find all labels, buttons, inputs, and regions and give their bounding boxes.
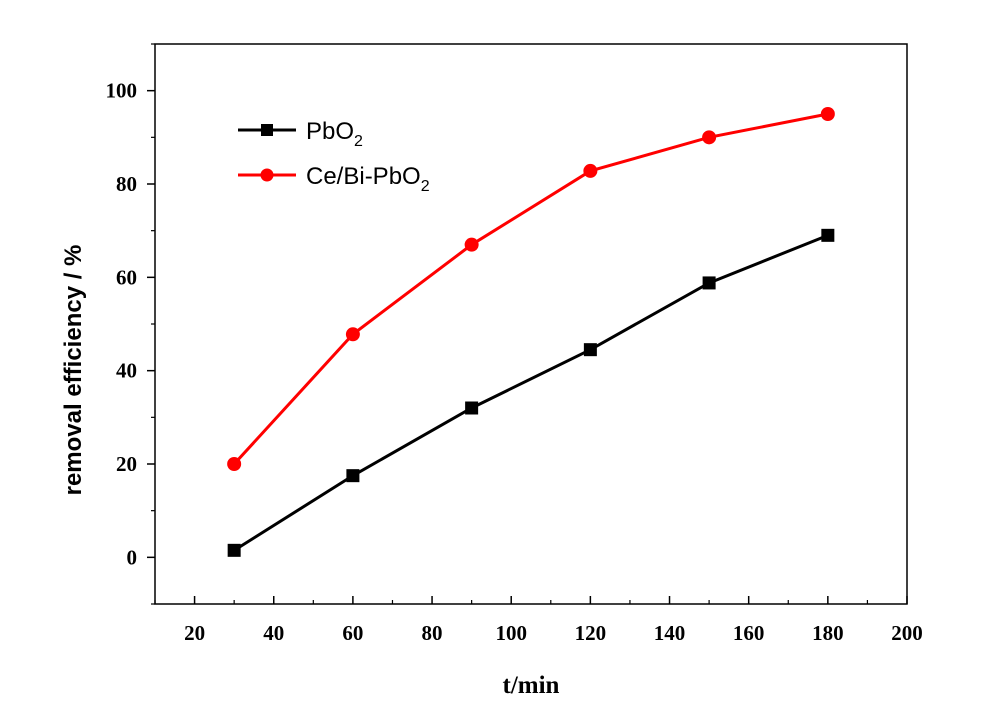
data-point-square [583, 343, 597, 357]
x-tick-label: 80 [422, 621, 443, 645]
legend-label-ce-bi-pbo2-subscript: 2 [421, 178, 430, 195]
y-tick-label: 80 [116, 172, 137, 196]
axis-ticks [147, 43, 908, 605]
x-tick-label: 60 [342, 621, 363, 645]
x-axis-title: t/min [503, 672, 560, 699]
legend-label-pbo2-main: PbO [306, 118, 354, 145]
x-tick-label: 160 [733, 621, 765, 645]
legend-marker-circle [260, 168, 274, 182]
x-tick-label: 140 [654, 621, 686, 645]
data-point-circle [702, 130, 717, 145]
series-ce-bi-pbo2 [227, 107, 835, 471]
y-tick-label: 100 [106, 79, 138, 103]
x-tick-label: 40 [263, 621, 284, 645]
x-tick-label: 100 [495, 621, 527, 645]
data-point-circle [227, 457, 242, 471]
data-point-square [227, 543, 241, 557]
legend-label-pbo2-subscript: 2 [354, 133, 363, 150]
y-tick-labels: 0 20 40 60 80 100 [106, 79, 138, 570]
data-point-square [821, 228, 835, 242]
legend-marker-square [261, 124, 273, 136]
series-line [233, 233, 829, 552]
series-layer [227, 107, 835, 557]
y-axis-title: removal efficiency / % [60, 245, 87, 496]
x-tick-label: 200 [891, 621, 923, 645]
data-point-square [702, 276, 716, 290]
data-point-circle [583, 163, 598, 178]
y-tick-label: 60 [116, 265, 137, 289]
x-tick-label: 20 [184, 621, 205, 645]
x-tick-labels: 20 40 60 80 100 120 140 160 180 200 [184, 621, 923, 645]
legend-label-pbo2: PbO2 [306, 118, 363, 150]
legend: PbO2 Ce/Bi-PbO2 [238, 118, 430, 195]
series-line [233, 112, 829, 466]
data-point-circle [464, 237, 479, 252]
data-point-square [346, 469, 360, 483]
data-point-circle [345, 327, 360, 342]
x-tick-label: 180 [812, 621, 844, 645]
data-point-square [465, 401, 479, 415]
legend-label-ce-bi-pbo2: Ce/Bi-PbO2 [306, 163, 430, 195]
series-pbo2 [227, 228, 835, 557]
data-point-circle [820, 107, 835, 121]
x-tick-label: 120 [575, 621, 607, 645]
y-tick-label: 40 [116, 359, 137, 383]
y-tick-label: 20 [116, 452, 137, 476]
legend-label-ce-bi-pbo2-main: Ce/Bi-PbO [306, 163, 421, 190]
y-tick-label: 0 [127, 545, 138, 569]
